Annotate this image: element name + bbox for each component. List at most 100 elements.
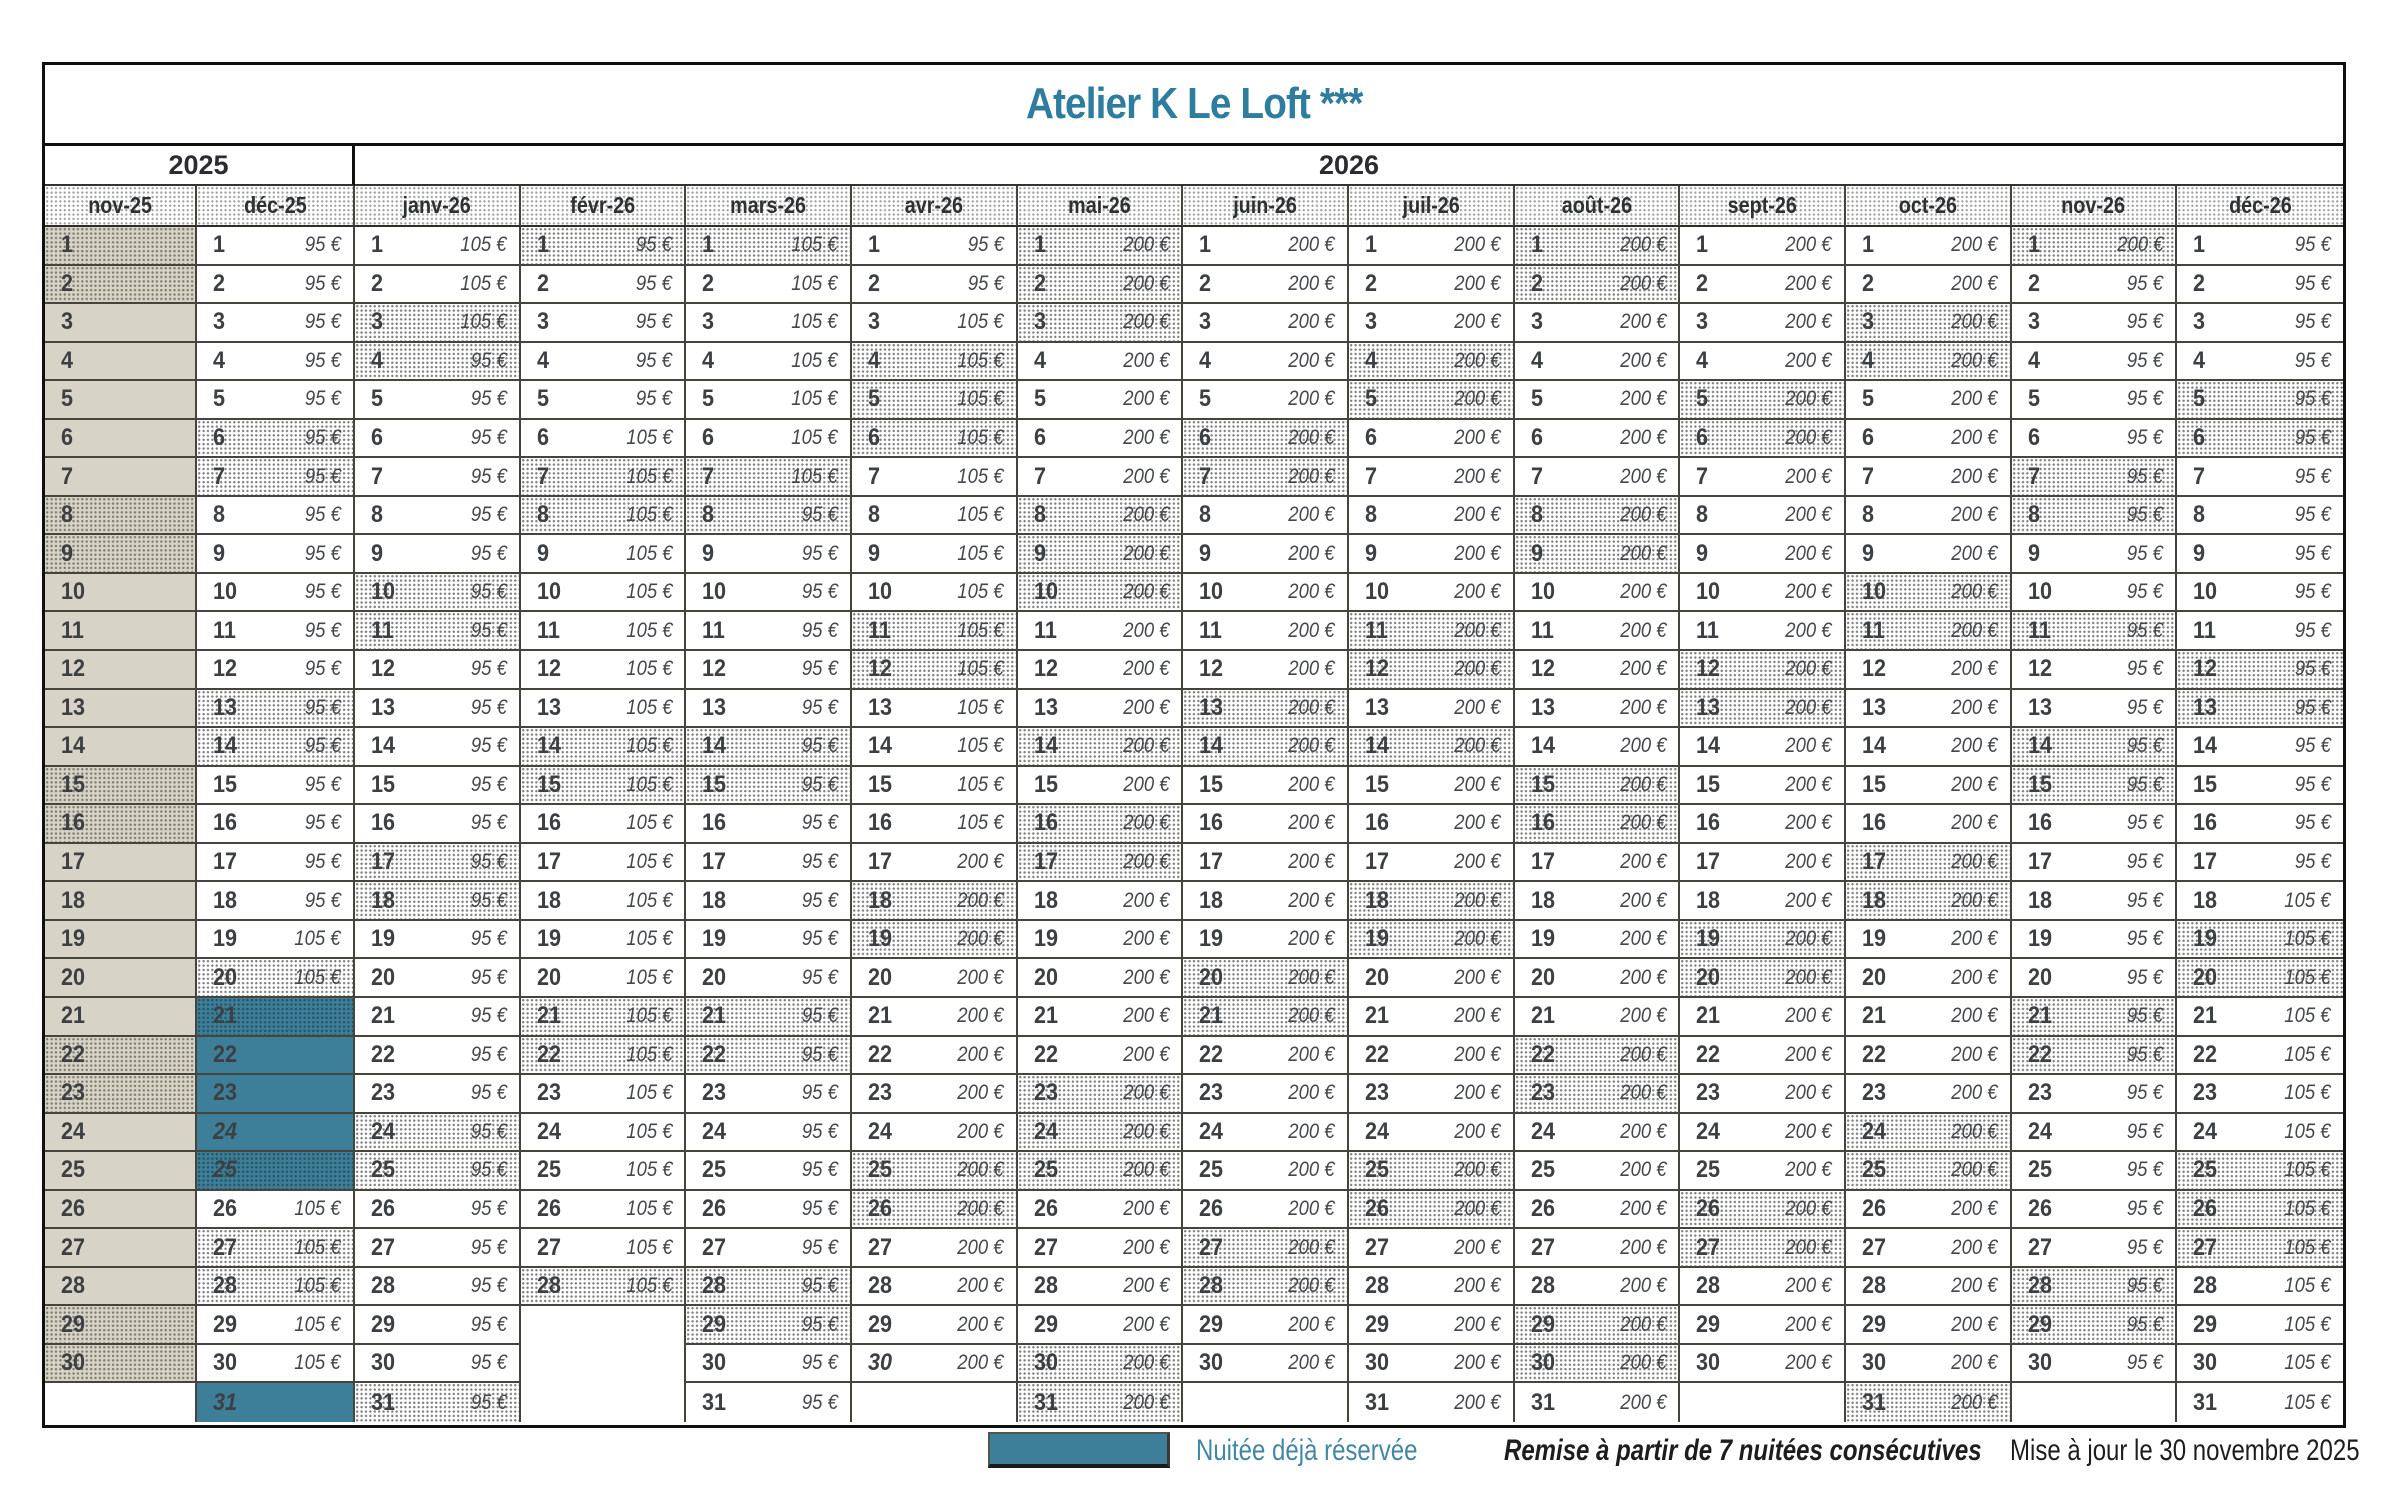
day-cell-juil-26-24: 24 200 €: [1348, 1113, 1515, 1153]
month-header-sept-26: sept-26: [1680, 186, 1846, 227]
day-cell-nov-26-18: 18 95 €: [2011, 882, 2178, 921]
day-cell-déc-26-20: 20 105 €: [2177, 959, 2343, 998]
day-cell-sept-26-15: 15 200 €: [1680, 766, 1846, 806]
day-cell-août-26-15: 15 200 €: [1514, 766, 1681, 806]
year-header-2025: 2025: [45, 146, 355, 186]
booked-legend-label: Nuitée déjà réservée: [1196, 1434, 1418, 1467]
day-cell-oct-26-30: 30 200 €: [1845, 1344, 2012, 1384]
day-cell-oct-26-6: 6 200 €: [1845, 419, 2012, 459]
day-cell-juin-26-12: 12 200 €: [1183, 651, 1349, 690]
day-cell-déc-26-8: 8 95 €: [2177, 496, 2343, 536]
day-cell-mai-26-26: 26 200 €: [1017, 1190, 1184, 1230]
day-cell-juil-26-15: 15 200 €: [1348, 766, 1515, 806]
day-cell-août-26-14: 14 200 €: [1514, 728, 1681, 767]
day-cell-avr-26-19: 19 200 €: [851, 920, 1018, 960]
day-cell-juil-26-25: 25 200 €: [1348, 1152, 1515, 1191]
day-cell-déc-26-7: 7 95 €: [2177, 458, 2343, 497]
day-cell-mai-26-9: 9 200 €: [1017, 535, 1184, 574]
day-cell-juin-26-25: 25 200 €: [1183, 1152, 1349, 1191]
day-cell-janv-26-8: 8 95 €: [355, 496, 521, 536]
day-cell-avr-26-10: 10 105 €: [851, 573, 1018, 613]
day-cell-juil-26-16: 16 200 €: [1348, 805, 1515, 844]
day-cell-nov-25-20: 20: [45, 959, 197, 998]
day-cell-nov-25-16: 16: [45, 805, 197, 844]
day-cell-juil-26-19: 19 200 €: [1348, 920, 1515, 960]
day-cell-avr-26-21: 21 200 €: [851, 997, 1018, 1037]
day-cell-oct-26-11: 11 200 €: [1845, 612, 2012, 652]
day-cell-juil-26-5: 5 200 €: [1348, 381, 1515, 420]
day-cell-août-26-8: 8 200 €: [1514, 496, 1681, 536]
day-cell-juil-26-2: 2 200 €: [1348, 265, 1515, 305]
day-cell-mars-26-22: 22 95 €: [686, 1036, 852, 1076]
day-cell-mai-26-6: 6 200 €: [1017, 419, 1184, 459]
day-cell-mars-26-26: 26 95 €: [686, 1190, 852, 1230]
day-cell-avr-26-2: 2 95 €: [851, 265, 1018, 305]
day-cell-nov-26-27: 27 95 €: [2011, 1229, 2178, 1268]
day-cell-avr-26-4: 4 105 €: [851, 342, 1018, 382]
month-header-avr-26: avr-26: [851, 186, 1018, 227]
day-cell-nov-25-12: 12: [45, 651, 197, 690]
day-cell-janv-26-12: 12 95 €: [355, 651, 521, 690]
day-cell-nov-26-12: 12 95 €: [2011, 651, 2178, 690]
day-cell-mars-26-28: 28 95 €: [686, 1267, 852, 1307]
day-cell-mars-26-17: 17 95 €: [686, 843, 852, 883]
day-cell-oct-26-4: 4 200 €: [1845, 342, 2012, 382]
day-cell-nov-25-19: 19: [45, 920, 197, 960]
day-cell-févr-26-8: 8 105 €: [520, 496, 687, 536]
day-cell-mars-26-31: 31 95 €: [686, 1383, 852, 1422]
day-cell-févr-26-22: 22 105 €: [520, 1036, 687, 1076]
day-cell-nov-26-29: 29 95 €: [2011, 1306, 2178, 1345]
day-cell-avr-26-27: 27 200 €: [851, 1229, 1018, 1268]
day-cell-nov-25-6: 6: [45, 419, 197, 459]
day-cell-janv-26-4: 4 95 €: [355, 342, 521, 382]
day-cell-déc-26-6: 6 95 €: [2177, 419, 2343, 459]
day-cell-déc-25-19: 19 105 €: [197, 920, 355, 960]
month-header-déc-25: déc-25: [197, 186, 355, 227]
day-cell-nov-25-28: 28: [45, 1267, 197, 1307]
day-cell-sept-26-1: 1 200 €: [1680, 227, 1846, 266]
day-cell-juin-26-5: 5 200 €: [1183, 381, 1349, 420]
day-cell-janv-26-19: 19 95 €: [355, 920, 521, 960]
day-cell-avr-26-15: 15 105 €: [851, 766, 1018, 806]
day-cell-déc-25-27: 27 105 €: [197, 1229, 355, 1268]
day-cell-mars-26-21: 21 95 €: [686, 997, 852, 1037]
day-cell-déc-26-24: 24 105 €: [2177, 1113, 2343, 1153]
day-cell-juin-26-6: 6 200 €: [1183, 419, 1349, 459]
day-cell-déc-25-29: 29 105 €: [197, 1306, 355, 1345]
day-cell-sept-26-25: 25 200 €: [1680, 1152, 1846, 1191]
month-header-nov-26: nov-26: [2011, 186, 2178, 227]
day-cell-déc-25-15: 15 95 €: [197, 766, 355, 806]
day-cell-janv-26-1: 1 105 €: [355, 227, 521, 266]
empty-cell-nov-25-r31: [45, 1383, 197, 1422]
day-cell-juil-26-26: 26 200 €: [1348, 1190, 1515, 1230]
empty-cell-févr-26-r31: [520, 1383, 687, 1422]
day-cell-févr-26-4: 4 95 €: [520, 342, 687, 382]
day-cell-nov-26-11: 11 95 €: [2011, 612, 2178, 652]
day-cell-déc-26-1: 1 95 €: [2177, 227, 2343, 266]
day-cell-sept-26-20: 20 200 €: [1680, 959, 1846, 998]
day-cell-avr-26-30: 30 200 €: [851, 1344, 1018, 1384]
day-cell-mars-26-16: 16 95 €: [686, 805, 852, 844]
day-cell-août-26-11: 11 200 €: [1514, 612, 1681, 652]
day-cell-déc-25-3: 3 95 €: [197, 304, 355, 343]
day-cell-déc-26-2: 2 95 €: [2177, 265, 2343, 305]
day-cell-déc-25-11: 11 95 €: [197, 612, 355, 652]
day-cell-mars-26-2: 2 105 €: [686, 265, 852, 305]
month-header-mai-26: mai-26: [1017, 186, 1184, 227]
day-cell-oct-26-17: 17 200 €: [1845, 843, 2012, 883]
day-cell-juin-26-13: 13 200 €: [1183, 689, 1349, 729]
day-cell-déc-26-17: 17 95 €: [2177, 843, 2343, 883]
day-cell-oct-26-3: 3 200 €: [1845, 304, 2012, 343]
day-cell-sept-26-19: 19 200 €: [1680, 920, 1846, 960]
day-cell-oct-26-20: 20 200 €: [1845, 959, 2012, 998]
day-cell-juin-26-4: 4 200 €: [1183, 342, 1349, 382]
month-header-août-26: août-26: [1514, 186, 1681, 227]
day-cell-juil-26-13: 13 200 €: [1348, 689, 1515, 729]
day-cell-mars-26-5: 5 105 €: [686, 381, 852, 420]
day-cell-janv-26-2: 2 105 €: [355, 265, 521, 305]
day-cell-nov-25-2: 2: [45, 265, 197, 305]
day-cell-juin-26-26: 26 200 €: [1183, 1190, 1349, 1230]
day-cell-nov-26-6: 6 95 €: [2011, 419, 2178, 459]
day-cell-juil-26-17: 17 200 €: [1348, 843, 1515, 883]
day-cell-févr-26-17: 17 105 €: [520, 843, 687, 883]
